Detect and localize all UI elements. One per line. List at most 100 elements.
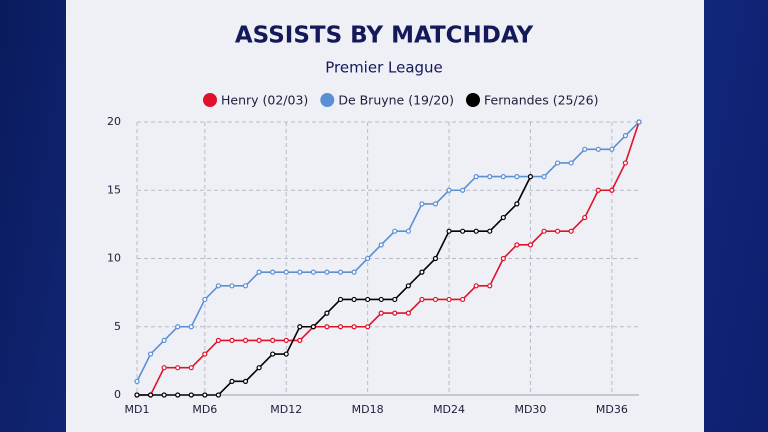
x-tick-label: MD30 — [514, 403, 546, 416]
data-point — [365, 255, 371, 262]
data-point — [270, 337, 276, 343]
data-point — [487, 174, 493, 180]
y-tick-label: 10 — [107, 252, 121, 265]
data-point — [256, 269, 262, 275]
data-point — [242, 283, 249, 289]
legend-marker — [320, 93, 335, 107]
data-point — [582, 214, 588, 221]
data-point — [134, 378, 140, 384]
data-point — [229, 337, 235, 343]
data-point — [432, 201, 439, 207]
data-point — [392, 296, 398, 303]
data-point — [446, 296, 452, 303]
data-point — [622, 133, 629, 139]
legend-label: Henry (02/03) — [221, 93, 308, 108]
data-point — [378, 310, 384, 316]
x-tick-label: MD6 — [192, 403, 217, 416]
data-point — [297, 337, 303, 343]
data-point — [175, 324, 181, 330]
data-point — [460, 228, 466, 234]
legend-label: Fernandes (25/26) — [484, 93, 599, 108]
data-point — [202, 392, 208, 398]
data-point — [527, 242, 534, 248]
legend-marker — [466, 93, 480, 107]
data-point — [134, 392, 140, 398]
data-point — [446, 228, 452, 234]
data-point — [554, 228, 561, 234]
x-tick-label: MD1 — [125, 403, 150, 416]
data-point — [215, 283, 222, 289]
data-point — [161, 337, 167, 343]
data-point — [487, 283, 493, 289]
data-point — [175, 392, 181, 398]
data-point — [473, 174, 479, 180]
data-point — [541, 228, 547, 234]
data-point — [283, 337, 289, 343]
data-point — [432, 255, 439, 262]
data-point — [188, 324, 194, 330]
data-point — [175, 365, 181, 371]
data-point — [161, 365, 167, 371]
data-point — [283, 269, 289, 275]
data-point — [229, 283, 235, 289]
data-point — [351, 324, 357, 330]
x-tick-label: MD12 — [270, 403, 302, 416]
data-point — [582, 146, 588, 152]
data-point — [568, 228, 574, 234]
data-point — [500, 174, 506, 180]
data-point — [514, 242, 520, 248]
data-point — [609, 187, 615, 193]
data-point — [297, 269, 303, 275]
data-point — [568, 160, 574, 166]
data-point — [337, 324, 344, 330]
data-point — [500, 214, 506, 221]
x-tick-label: MD18 — [352, 403, 384, 416]
data-point — [188, 392, 194, 398]
data-point — [595, 187, 601, 193]
data-point — [487, 228, 493, 234]
data-point — [324, 310, 330, 316]
data-point — [215, 392, 222, 398]
data-point — [270, 351, 276, 357]
data-point — [419, 201, 425, 207]
data-point — [365, 296, 371, 303]
data-point — [514, 201, 520, 207]
data-point — [242, 378, 249, 384]
data-point — [365, 324, 371, 330]
data-point — [310, 324, 316, 330]
data-point — [392, 228, 398, 234]
data-point — [405, 283, 411, 289]
data-point — [161, 392, 167, 398]
data-point — [324, 269, 330, 275]
data-point — [337, 269, 344, 275]
data-point — [378, 296, 384, 303]
data-point — [419, 296, 425, 303]
data-point — [351, 296, 357, 303]
chart-title: ASSISTS BY MATCHDAY — [235, 23, 534, 49]
y-tick-label: 15 — [107, 183, 121, 196]
y-tick-label: 0 — [114, 388, 121, 401]
data-point — [283, 351, 289, 357]
data-point — [392, 310, 398, 316]
data-point — [188, 365, 194, 371]
data-point — [460, 187, 466, 193]
data-point — [147, 392, 154, 398]
data-point — [609, 146, 615, 152]
data-point — [432, 296, 439, 303]
y-tick-label: 5 — [114, 320, 121, 333]
legend-marker — [203, 93, 217, 107]
data-point — [419, 269, 425, 275]
data-point — [242, 337, 249, 343]
x-tick-label: MD24 — [433, 403, 465, 416]
data-point — [202, 351, 208, 357]
data-point — [527, 174, 534, 180]
data-point — [215, 337, 222, 343]
data-point — [270, 269, 276, 275]
data-point — [460, 296, 466, 303]
data-point — [500, 255, 506, 262]
data-point — [473, 228, 479, 234]
data-point — [405, 228, 411, 234]
data-point — [636, 119, 642, 125]
data-point — [622, 160, 629, 166]
